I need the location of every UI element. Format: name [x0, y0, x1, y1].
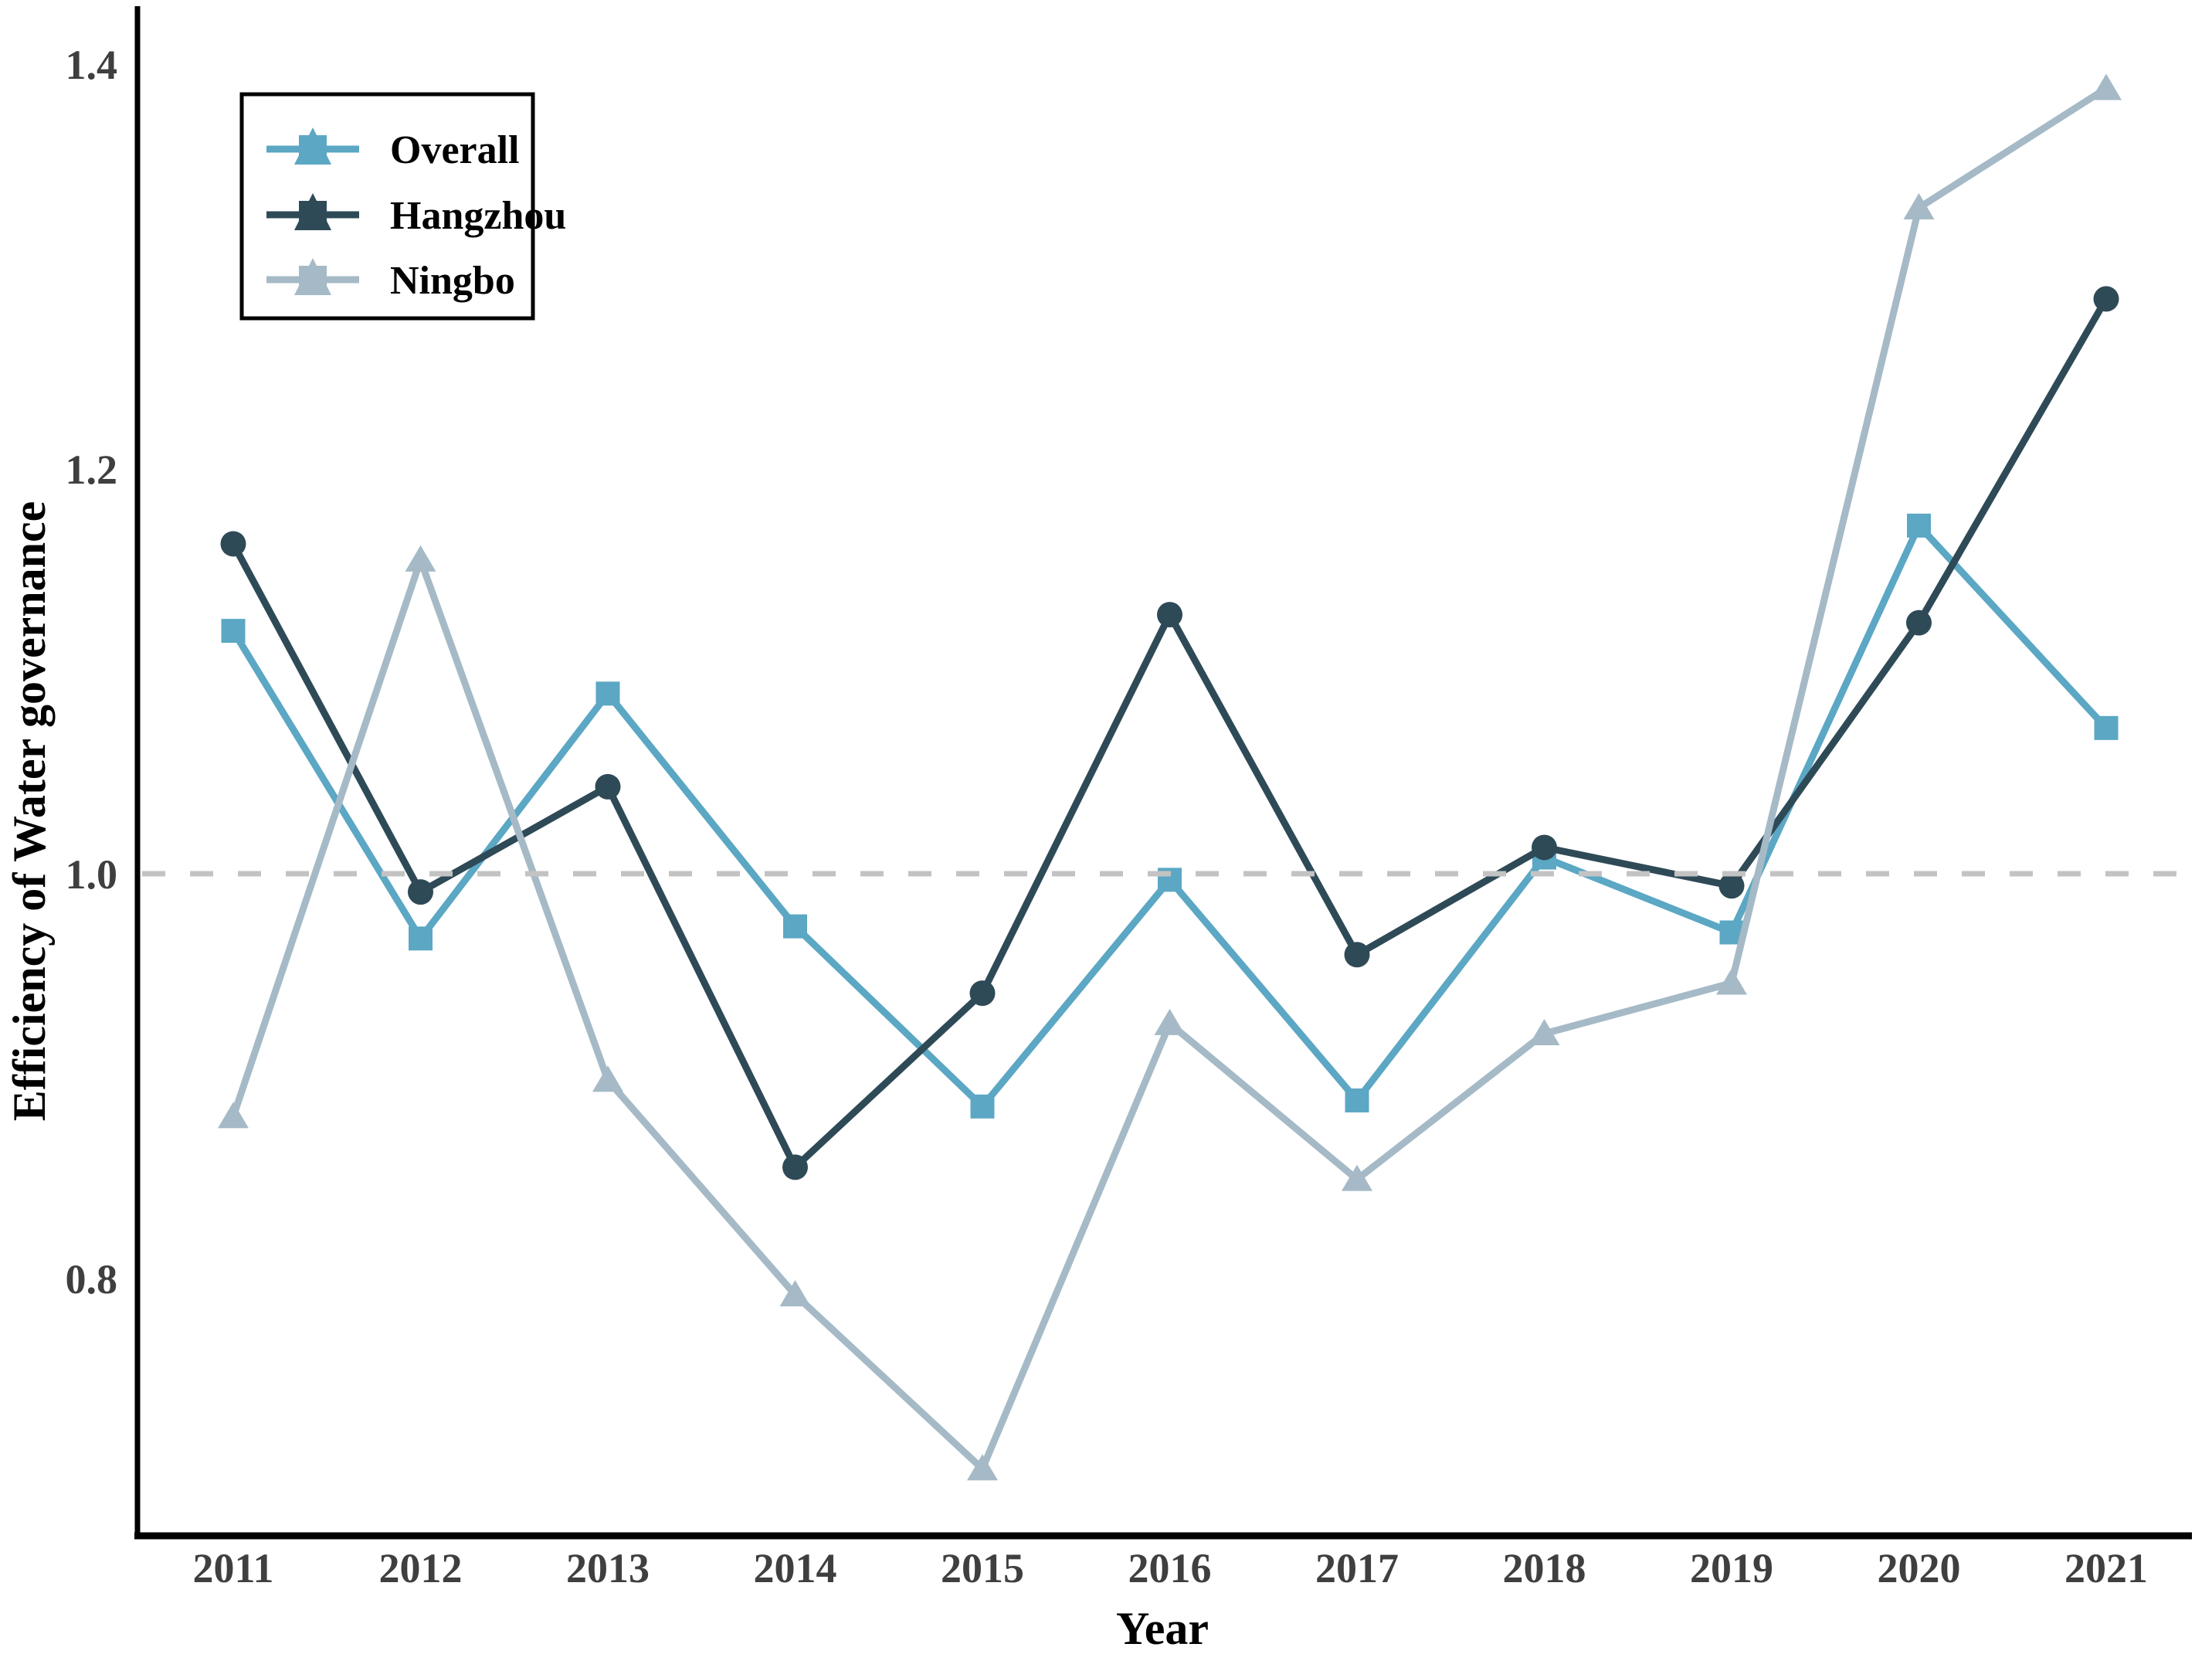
marker-hangzhou-2011 [220, 531, 246, 557]
marker-ningbo-2020 [1903, 193, 1935, 220]
marker-hangzhou-2019 [1718, 873, 1745, 899]
x-tick-label-2011: 2011 [192, 1545, 273, 1591]
x-tick-label-2017: 2017 [1315, 1545, 1399, 1591]
marker-ningbo-2011 [218, 1102, 249, 1129]
marker-ningbo-2012 [405, 545, 436, 572]
y-tick-label-0.8: 0.8 [66, 1256, 118, 1302]
marker-hangzhou-2017 [1344, 942, 1370, 968]
marker-ningbo-2019 [1716, 968, 1747, 995]
y-tick-label-1.0: 1.0 [66, 851, 118, 898]
marker-overall-2013 [595, 681, 620, 706]
x-tick-label-2012: 2012 [379, 1545, 463, 1591]
y-tick-label-1.2: 1.2 [66, 447, 118, 493]
x-tick-label-2018: 2018 [1503, 1545, 1586, 1591]
marker-overall-2017 [1345, 1088, 1369, 1112]
x-tick-label-2016: 2016 [1128, 1545, 1212, 1591]
marker-overall-2020 [1907, 513, 1931, 538]
legend-label-ningbo: Ningbo [390, 259, 515, 303]
marker-ningbo-2013 [592, 1065, 623, 1092]
marker-overall-2012 [409, 926, 433, 951]
marker-hangzhou-2018 [1532, 834, 1557, 861]
x-axis-title: Year [1116, 1603, 1209, 1654]
marker-ningbo-2015 [967, 1454, 998, 1481]
marker-ningbo-2018 [1528, 1018, 1560, 1045]
marker-overall-2014 [783, 914, 807, 939]
legend-key-square-hangzhou [299, 201, 327, 229]
marker-hangzhou-2012 [408, 879, 433, 905]
marker-overall-2011 [221, 619, 246, 644]
marker-hangzhou-2021 [2093, 286, 2119, 312]
x-tick-label-2020: 2020 [1878, 1545, 1961, 1591]
marker-hangzhou-2016 [1157, 602, 1182, 628]
marker-hangzhou-2013 [595, 773, 621, 800]
marker-hangzhou-2015 [969, 980, 996, 1007]
y-axis-title: Efficiency of Water governance [4, 501, 55, 1122]
x-tick-label-2021: 2021 [2064, 1545, 2148, 1591]
marker-ningbo-2014 [779, 1279, 811, 1306]
legend-label-overall: Overall [390, 128, 520, 172]
marker-overall-2015 [970, 1094, 995, 1119]
legend-key-square-overall [299, 135, 327, 163]
y-tick-label-1.4: 1.4 [66, 42, 118, 88]
marker-overall-2021 [2094, 715, 2119, 740]
legend-key-square-ningbo [299, 266, 327, 294]
marker-hangzhou-2014 [782, 1154, 808, 1180]
marker-hangzhou-2020 [1906, 610, 1932, 636]
x-tick-label-2015: 2015 [941, 1545, 1024, 1591]
x-tick-label-2019: 2019 [1690, 1545, 1773, 1591]
marker-ningbo-2017 [1342, 1164, 1372, 1191]
legend-label-hangzhou: Hangzhou [390, 194, 566, 238]
x-tick-label-2014: 2014 [754, 1545, 837, 1591]
marker-ningbo-2016 [1154, 1008, 1186, 1035]
marker-ningbo-2021 [2091, 73, 2122, 100]
x-tick-label-2013: 2013 [566, 1545, 650, 1591]
